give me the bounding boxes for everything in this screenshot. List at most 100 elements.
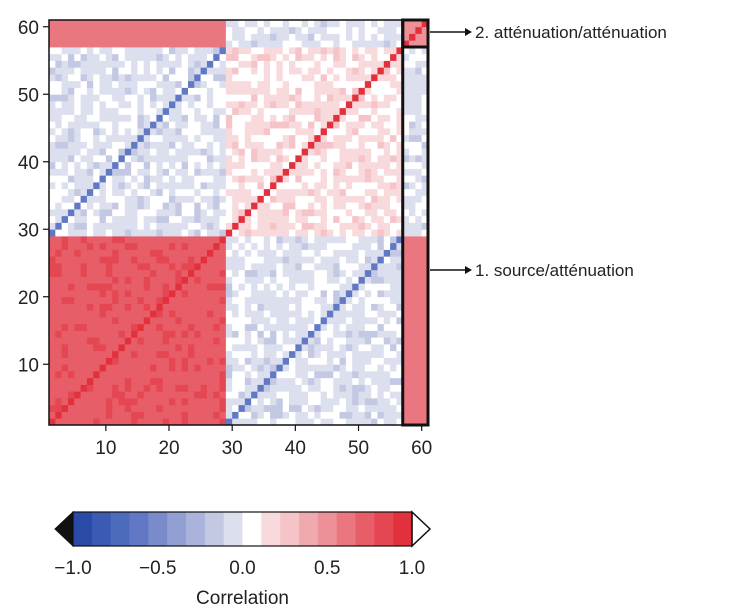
heatmap-cell bbox=[55, 269, 63, 277]
heatmap-cell bbox=[314, 202, 322, 210]
heatmap-cell bbox=[251, 310, 258, 318]
heatmap-cell bbox=[396, 283, 404, 291]
heatmap-cell bbox=[307, 398, 315, 406]
heatmap-cell bbox=[169, 263, 176, 271]
heatmap-cell bbox=[301, 47, 309, 55]
heatmap-cell bbox=[187, 87, 195, 95]
heatmap-cell bbox=[232, 202, 239, 210]
heatmap-cell bbox=[124, 128, 132, 136]
heatmap-cell bbox=[200, 384, 208, 392]
heatmap-cell bbox=[124, 384, 132, 392]
heatmap-cell bbox=[364, 330, 372, 338]
heatmap-cell bbox=[396, 236, 404, 244]
heatmap-cell bbox=[276, 384, 284, 392]
x-tick-label: 10 bbox=[95, 438, 116, 459]
heatmap-cell bbox=[383, 114, 391, 122]
heatmap-cell bbox=[150, 80, 157, 88]
heatmap-cell bbox=[187, 26, 195, 34]
heatmap-cell bbox=[314, 148, 322, 156]
heatmap-cell bbox=[49, 114, 56, 122]
heatmap-cell bbox=[124, 276, 132, 284]
heatmap-cell bbox=[415, 134, 423, 142]
heatmap-cell bbox=[55, 26, 63, 34]
heatmap-cell bbox=[99, 323, 107, 331]
heatmap-cell bbox=[175, 67, 183, 75]
heatmap-cell bbox=[421, 269, 429, 277]
heatmap-cell bbox=[396, 269, 404, 277]
heatmap-cell bbox=[118, 323, 126, 331]
heatmap-cell bbox=[301, 263, 309, 271]
heatmap-cell bbox=[339, 263, 347, 271]
heatmap-cell bbox=[320, 175, 328, 183]
heatmap-cell bbox=[219, 404, 227, 412]
heatmap-cell bbox=[61, 411, 69, 419]
heatmap-cell bbox=[251, 371, 258, 379]
heatmap-cell bbox=[371, 290, 378, 298]
heatmap-cell bbox=[181, 195, 189, 203]
heatmap-cell bbox=[55, 276, 63, 284]
heatmap-cell bbox=[314, 249, 322, 257]
heatmap-cell bbox=[55, 141, 63, 149]
heatmap-cell bbox=[206, 161, 214, 169]
heatmap-cell bbox=[181, 60, 189, 68]
heatmap-cell bbox=[409, 60, 416, 68]
heatmap-cell bbox=[213, 384, 220, 392]
heatmap-cell bbox=[86, 47, 94, 55]
heatmap-cell bbox=[333, 364, 340, 372]
heatmap-cell bbox=[225, 290, 233, 298]
heatmap-cell bbox=[396, 74, 404, 82]
heatmap-cell bbox=[238, 296, 246, 304]
heatmap-cell bbox=[358, 80, 366, 88]
heatmap-cell bbox=[409, 101, 416, 109]
heatmap-cell bbox=[314, 323, 322, 331]
colorbar-swatch bbox=[91, 512, 111, 546]
heatmap-cell bbox=[409, 47, 416, 55]
heatmap-cell bbox=[118, 256, 126, 264]
heatmap-cell bbox=[118, 290, 126, 298]
heatmap-cell bbox=[270, 202, 277, 210]
heatmap-cell bbox=[390, 215, 397, 223]
heatmap-cell bbox=[345, 161, 353, 169]
heatmap-cell bbox=[358, 229, 366, 237]
heatmap-cell bbox=[307, 249, 315, 257]
heatmap-cell bbox=[238, 155, 246, 163]
heatmap-cell bbox=[301, 40, 309, 48]
heatmap-cell bbox=[383, 411, 391, 419]
heatmap-cell bbox=[206, 134, 214, 142]
heatmap-cell bbox=[99, 101, 107, 109]
heatmap-cell bbox=[289, 303, 296, 311]
heatmap-cell bbox=[206, 67, 214, 75]
heatmap-cell bbox=[105, 53, 113, 61]
heatmap-cell bbox=[289, 371, 296, 379]
heatmap-cell bbox=[345, 236, 353, 244]
heatmap-cell bbox=[421, 195, 429, 203]
heatmap-cell bbox=[282, 53, 290, 61]
heatmap-cell bbox=[219, 74, 227, 82]
heatmap-cell bbox=[175, 269, 183, 277]
heatmap-cell bbox=[352, 344, 359, 352]
heatmap-cell bbox=[86, 161, 94, 169]
heatmap-cell bbox=[270, 398, 277, 406]
heatmap-cell bbox=[61, 148, 69, 156]
heatmap-cell bbox=[307, 148, 315, 156]
heatmap-cell bbox=[137, 107, 145, 115]
heatmap-cell bbox=[251, 114, 258, 122]
heatmap-cell bbox=[377, 350, 385, 358]
heatmap-cell bbox=[99, 74, 107, 82]
heatmap-cell bbox=[61, 391, 69, 399]
heatmap-cell bbox=[251, 236, 258, 244]
heatmap-cell bbox=[270, 269, 277, 277]
heatmap-cell bbox=[213, 161, 220, 169]
heatmap-cell bbox=[289, 121, 296, 129]
heatmap-cell bbox=[118, 195, 126, 203]
heatmap-cell bbox=[270, 209, 277, 217]
heatmap-cell bbox=[225, 155, 233, 163]
heatmap-cell bbox=[225, 148, 233, 156]
heatmap-cell bbox=[213, 148, 220, 156]
heatmap-cells bbox=[49, 20, 429, 426]
heatmap-cell bbox=[326, 310, 334, 318]
heatmap-cell bbox=[364, 53, 372, 61]
heatmap-cell bbox=[175, 168, 183, 176]
heatmap-cell bbox=[257, 47, 265, 55]
heatmap-cell bbox=[74, 236, 81, 244]
